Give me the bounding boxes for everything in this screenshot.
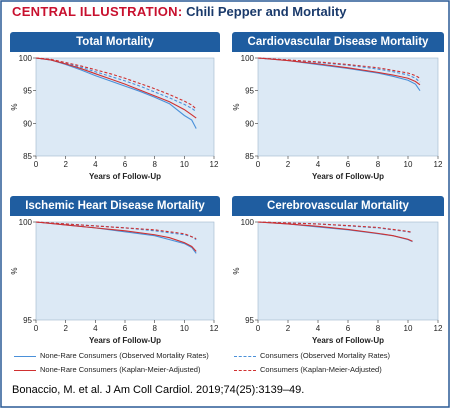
series-line: [257, 221, 413, 233]
y-tick-label: 85: [245, 152, 254, 161]
x-tick-label: 2: [286, 324, 291, 333]
x-axis-label: Years of Follow-Up: [89, 336, 161, 345]
header-title: Chili Pepper and Mortality: [186, 4, 347, 19]
citation: Bonaccio, M. et al. J Am Coll Cardiol. 2…: [12, 384, 305, 396]
x-tick-label: 4: [316, 324, 321, 333]
legend-swatch: [14, 369, 36, 371]
series-line: [257, 221, 413, 242]
chart-svg: 0 2 4 6 8 10 12 95 100 Years of Follow-Up%: [10, 218, 219, 345]
x-tick-label: 8: [376, 160, 381, 169]
y-tick-label: 95: [23, 316, 32, 325]
x-tick-label: 10: [180, 324, 189, 333]
x-tick-label: 8: [376, 324, 381, 333]
x-tick-label: 10: [404, 324, 413, 333]
x-tick-label: 10: [404, 160, 413, 169]
y-axis-label: %: [232, 103, 241, 110]
plot-area: [35, 221, 215, 321]
chart-panel: Cardiovascular Disease Mortality 0 2 4 6 8 10 1…: [232, 32, 444, 182]
series-line: [35, 57, 197, 110]
chart-title: Cerebrovascular Mortality: [232, 196, 444, 216]
legend-swatch: [14, 355, 36, 357]
legend-item: None-Rare Consumers (Kaplan-Meier-Adjust…: [14, 365, 200, 374]
x-tick-label: 0: [34, 160, 39, 169]
legend-label: Consumers (Kaplan-Meier-Adjusted): [260, 365, 382, 374]
series-line: [35, 57, 197, 129]
x-tick-label: 4: [93, 324, 98, 333]
x-tick-label: 12: [210, 324, 219, 333]
x-tick-label: 4: [93, 160, 98, 169]
x-tick-label: 6: [123, 160, 128, 169]
y-tick-label: 100: [19, 218, 33, 227]
chart-title: Ischemic Heart Disease Mortality: [10, 196, 220, 216]
chart-title: Cardiovascular Disease Mortality: [232, 32, 444, 52]
series-line: [257, 57, 421, 86]
x-axis-label: Years of Follow-Up: [312, 172, 384, 181]
chart-panel: Cerebrovascular Mortality 0 2 4 6 8 10 12 95 100 Y…: [232, 196, 444, 346]
chart-svg: 0 2 4 6 8 10 12 85 90 95 100 Years of Follow-Up%: [232, 54, 443, 181]
y-tick-label: 90: [23, 119, 32, 128]
chart-svg: 0 2 4 6 8 10 12 95 100 Years of Follow-Up%: [232, 218, 443, 345]
x-tick-label: 0: [256, 324, 261, 333]
y-axis-label: %: [232, 267, 241, 274]
chart-panel: Total Mortality 0 2 4 6 8 10 12 85 90 95 100 Years o…: [10, 32, 220, 182]
x-axis-label: Years of Follow-Up: [89, 172, 161, 181]
y-tick-label: 85: [23, 152, 32, 161]
legend-label: None-Rare Consumers (Kaplan-Meier-Adjust…: [40, 365, 201, 374]
x-tick-label: 8: [152, 160, 157, 169]
x-tick-label: 0: [34, 324, 39, 333]
y-tick-label: 100: [19, 54, 33, 63]
header-label: CENTRAL ILLUSTRATION:: [12, 4, 183, 19]
series-line: [35, 57, 197, 113]
legend-item: Consumers (Kaplan-Meier-Adjusted): [234, 365, 382, 374]
plot-area: [257, 57, 439, 157]
plot-area: [257, 221, 439, 321]
x-tick-label: 12: [210, 160, 219, 169]
x-tick-label: 8: [152, 324, 157, 333]
chart-svg: 0 2 4 6 8 10 12 85 90 95 100 Years of Follow-Up%: [10, 54, 219, 181]
plot-area: [35, 57, 215, 157]
x-axis-label: Years of Follow-Up: [312, 336, 384, 345]
y-axis-label: %: [10, 267, 19, 274]
series-line: [257, 57, 421, 79]
chart-title: Total Mortality: [10, 32, 220, 52]
y-tick-label: 95: [23, 87, 32, 96]
legend-swatch: [234, 355, 256, 357]
x-tick-label: 2: [63, 160, 68, 169]
y-tick-label: 95: [245, 87, 254, 96]
series-line: [35, 221, 197, 252]
x-tick-label: 2: [286, 160, 291, 169]
y-tick-label: 95: [245, 316, 254, 325]
legend-label: None-Rare Consumers (Observed Mortality …: [40, 351, 209, 360]
y-axis-label: %: [10, 103, 19, 110]
header-text: CENTRAL ILLUSTRATION: Chili Pepper and M…: [12, 4, 346, 19]
x-tick-label: 6: [123, 324, 128, 333]
x-tick-label: 12: [434, 324, 443, 333]
x-tick-label: 0: [256, 160, 261, 169]
header: CENTRAL ILLUSTRATION: Chili Pepper and M…: [0, 0, 450, 24]
legend-item: Consumers (Observed Mortality Rates): [234, 351, 390, 360]
x-tick-label: 12: [434, 160, 443, 169]
y-tick-label: 100: [241, 218, 255, 227]
x-tick-label: 10: [180, 160, 189, 169]
series-line: [35, 57, 197, 119]
x-tick-label: 2: [63, 324, 68, 333]
legend-swatch: [234, 369, 256, 371]
x-tick-label: 6: [346, 324, 351, 333]
legend-label: Consumers (Observed Mortality Rates): [260, 351, 391, 360]
y-tick-label: 90: [245, 119, 254, 128]
legend-item: None-Rare Consumers (Observed Mortality …: [14, 351, 209, 360]
chart-panel: Ischemic Heart Disease Mortality 0 2 4 6 8 10 1…: [10, 196, 220, 346]
y-tick-label: 100: [241, 54, 255, 63]
x-tick-label: 4: [316, 160, 321, 169]
x-tick-label: 6: [346, 160, 351, 169]
